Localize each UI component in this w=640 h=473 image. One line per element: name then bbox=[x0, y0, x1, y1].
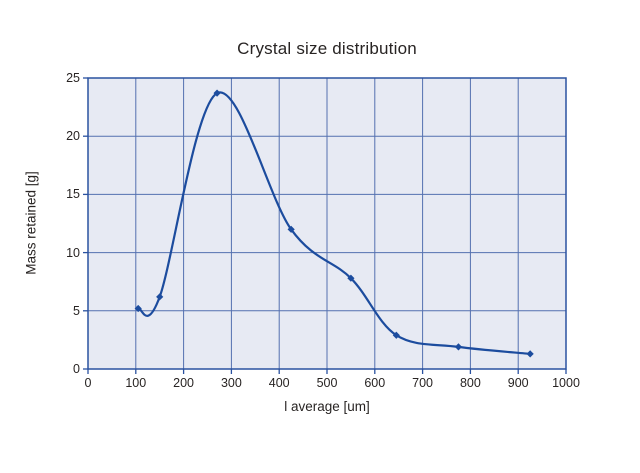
x-tick-label: 300 bbox=[220, 376, 242, 390]
data-point-marker bbox=[454, 343, 463, 351]
x-tick-label: 600 bbox=[364, 376, 386, 390]
data-point-marker bbox=[213, 89, 221, 97]
x-tick-label: 100 bbox=[125, 376, 147, 390]
y-tick-label: 15 bbox=[66, 187, 80, 202]
x-tick-label: 900 bbox=[507, 376, 529, 390]
data-point-marker bbox=[347, 274, 355, 282]
y-tick-label: 10 bbox=[66, 245, 80, 260]
data-point-marker bbox=[134, 304, 142, 313]
data-point-marker bbox=[287, 225, 295, 233]
data-point-marker bbox=[156, 293, 164, 301]
x-tick-label: 800 bbox=[459, 376, 481, 390]
x-tick-label: 700 bbox=[412, 376, 434, 390]
y-tick-label: 25 bbox=[66, 71, 80, 85]
x-tick-label: 500 bbox=[316, 376, 338, 390]
x-axis-title: l average [um] bbox=[284, 399, 370, 414]
x-tick-label: 1000 bbox=[552, 376, 580, 390]
chart-title: Crystal size distribution bbox=[237, 39, 417, 58]
y-tick-label: 0 bbox=[73, 362, 80, 376]
data-point-marker bbox=[526, 350, 534, 358]
x-tick-label: 400 bbox=[268, 376, 290, 390]
x-tick-label: 0 bbox=[84, 376, 92, 390]
y-tick-label: 20 bbox=[66, 129, 80, 144]
y-tick-label: 5 bbox=[73, 303, 80, 318]
data-point-marker bbox=[392, 331, 400, 339]
x-tick-label: 200 bbox=[173, 376, 195, 390]
